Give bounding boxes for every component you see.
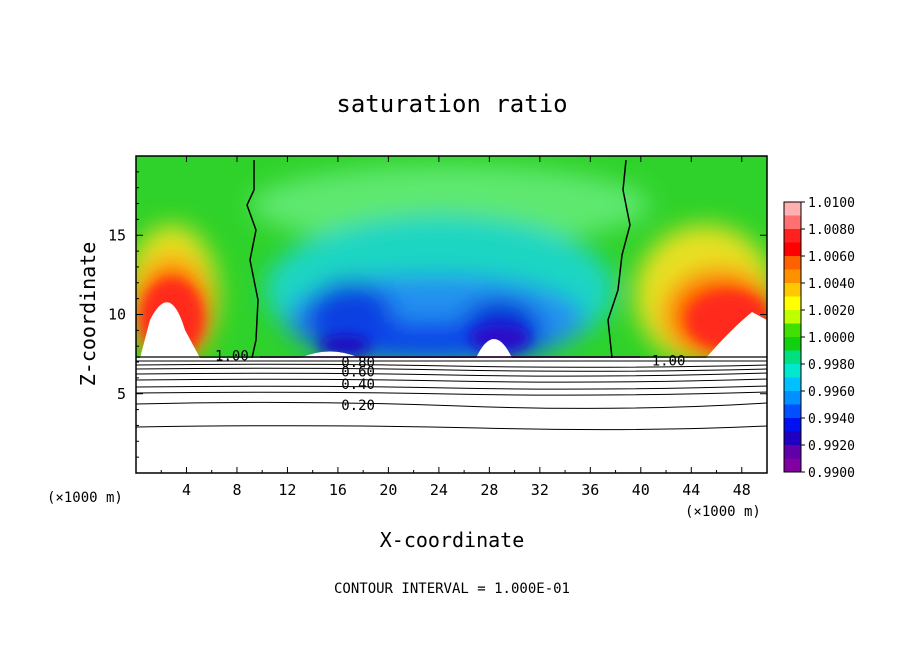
contour-label: 0.80 xyxy=(341,355,375,371)
colorbar-label: 1.0060 xyxy=(808,250,855,265)
y-tick-label: 15 xyxy=(108,226,126,244)
colorbar-label: 0.9920 xyxy=(808,439,855,454)
colorbar-label: 1.0100 xyxy=(808,196,855,211)
colorbar-label: 0.9900 xyxy=(808,466,855,481)
colorbar-swatch xyxy=(784,296,801,311)
x-unit-left: (×1000 m) xyxy=(47,490,123,506)
contour-label: 0.40 xyxy=(341,377,375,393)
colorbar-label: 1.0000 xyxy=(808,331,855,346)
colorbar-swatch xyxy=(784,310,801,324)
colorbar-swatch xyxy=(784,418,801,432)
x-tick-label: 4 xyxy=(182,481,191,499)
colorbar-swatch xyxy=(784,377,801,392)
colorbar-swatch xyxy=(784,323,801,338)
contour-labels: 1.00 1.00 0.800.600.40 0.20 xyxy=(215,349,685,414)
x-tick-label: 48 xyxy=(733,481,751,499)
colorbar-swatch xyxy=(784,283,801,297)
colorbar-swatch xyxy=(784,445,801,459)
colorbar-label: 0.9960 xyxy=(808,385,855,400)
colorbar-label: 1.0080 xyxy=(808,223,855,238)
colorbar-label: 0.9980 xyxy=(808,358,855,373)
colorbar-swatch xyxy=(784,404,801,419)
x-axis-title: X-coordinate xyxy=(380,528,525,552)
x-tick-label: 40 xyxy=(632,481,650,499)
colorbar-swatch xyxy=(784,391,801,405)
y-tick-label: 5 xyxy=(117,385,126,403)
colorbar-swatch xyxy=(784,242,801,257)
colorbar-swatch xyxy=(784,337,801,351)
x-unit-right: (×1000 m) xyxy=(685,504,761,520)
x-tick-label: 12 xyxy=(278,481,296,499)
colorbar-swatch xyxy=(784,269,801,284)
x-tick-label: 16 xyxy=(329,481,347,499)
x-tick-label: 20 xyxy=(379,481,397,499)
x-tick-label: 32 xyxy=(531,481,549,499)
colorbar-swatch xyxy=(784,350,801,365)
colorbar-swatch xyxy=(784,364,801,378)
colorbar-swatch xyxy=(784,202,801,216)
saturation-field xyxy=(136,156,767,473)
chart-title: saturation ratio xyxy=(336,90,567,118)
x-tick-label: 44 xyxy=(682,481,700,499)
colorbar-swatch xyxy=(784,256,801,270)
colorbar: 1.0100 1.0080 1.0060 1.0040 1.0020 1.0000 0.99… xyxy=(783,196,855,481)
x-tick-label: 28 xyxy=(480,481,498,499)
colorbar-swatch xyxy=(784,229,801,243)
colorbar-swatch xyxy=(784,431,801,446)
x-tick-label: 24 xyxy=(430,481,448,499)
contour-label: 0.60 xyxy=(341,365,375,381)
colorbar-label: 1.0020 xyxy=(808,304,855,319)
x-tick-label: 8 xyxy=(232,481,241,499)
contour-lines xyxy=(136,159,767,431)
contour-label: 0.20 xyxy=(341,398,375,414)
colorbar-label: 1.0040 xyxy=(808,277,855,292)
colorbar-swatch xyxy=(784,458,801,473)
contour-label: 1.00 xyxy=(652,353,686,369)
x-tick-label: 36 xyxy=(581,481,599,499)
y-tick-label: 10 xyxy=(108,306,126,324)
contour-interval-note: CONTOUR INTERVAL = 1.000E-01 xyxy=(334,581,570,597)
colorbar-label: 0.9940 xyxy=(808,412,855,427)
plot-area: 1.00 1.00 0.800.600.40 0.20 xyxy=(135,155,768,474)
y-axis: 5 10 15 xyxy=(108,171,767,458)
y-axis-title: Z-coordinate xyxy=(76,242,100,387)
colorbar-swatch xyxy=(784,215,801,230)
x-axis: 4 8 12 16 20 24 28 32 36 40 44 48 xyxy=(160,156,751,499)
contour-label: 1.00 xyxy=(215,349,249,365)
